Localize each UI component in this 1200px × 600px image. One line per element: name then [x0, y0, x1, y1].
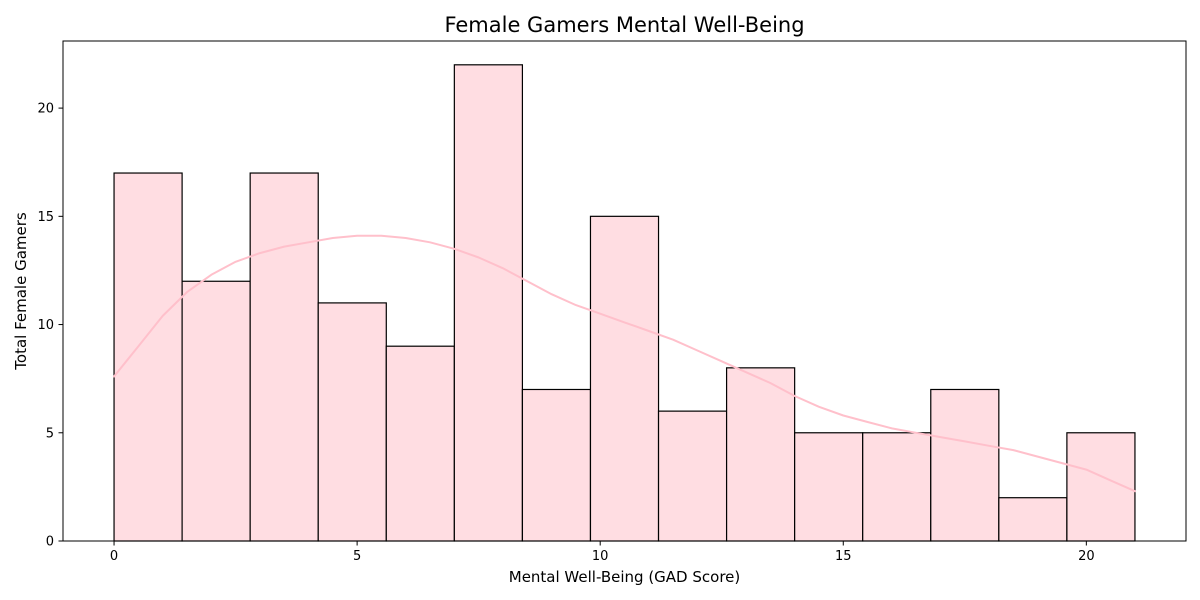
histogram-bar [998, 497, 1068, 542]
histogram-bar [317, 302, 387, 542]
y-tick-label: 15 [37, 210, 54, 225]
x-tick-label: 15 [835, 549, 852, 564]
y-tick-label: 10 [37, 318, 54, 333]
y-axis-label: Total Female Gamers [12, 212, 30, 371]
histogram-bars [113, 64, 1136, 542]
chart-title: Female Gamers Mental Well-Being [444, 13, 804, 37]
x-tick-label: 5 [353, 549, 361, 564]
histogram-bar [453, 64, 524, 542]
histogram-bar [249, 172, 319, 542]
x-tick-label: 0 [110, 549, 118, 564]
histogram-bar [725, 367, 796, 542]
kde-curve-line [113, 234, 1136, 493]
y-tick-label: 0 [46, 535, 54, 550]
histogram-bar [113, 172, 183, 542]
histogram-bar [930, 388, 1000, 542]
x-tick-label: 10 [592, 549, 609, 564]
y-axis-ticks: 0 5 10 15 20 [37, 102, 63, 550]
histogram-bar [385, 345, 455, 542]
histogram-bar [862, 432, 932, 542]
kde-curve-group [113, 234, 1136, 493]
histogram-bar [794, 432, 864, 542]
y-tick-label: 5 [46, 426, 54, 441]
histogram-bar [181, 280, 251, 542]
histogram-bar [521, 388, 592, 542]
x-tick-label: 20 [1078, 549, 1095, 564]
y-tick-label: 20 [37, 102, 54, 117]
x-axis-label: Mental Well-Being (GAD Score) [509, 568, 740, 586]
x-axis-ticks: 0 5 10 15 20 [110, 541, 1095, 564]
histogram-bar [657, 410, 728, 542]
histogram-bar [589, 215, 660, 542]
plot-frame [62, 40, 1187, 542]
